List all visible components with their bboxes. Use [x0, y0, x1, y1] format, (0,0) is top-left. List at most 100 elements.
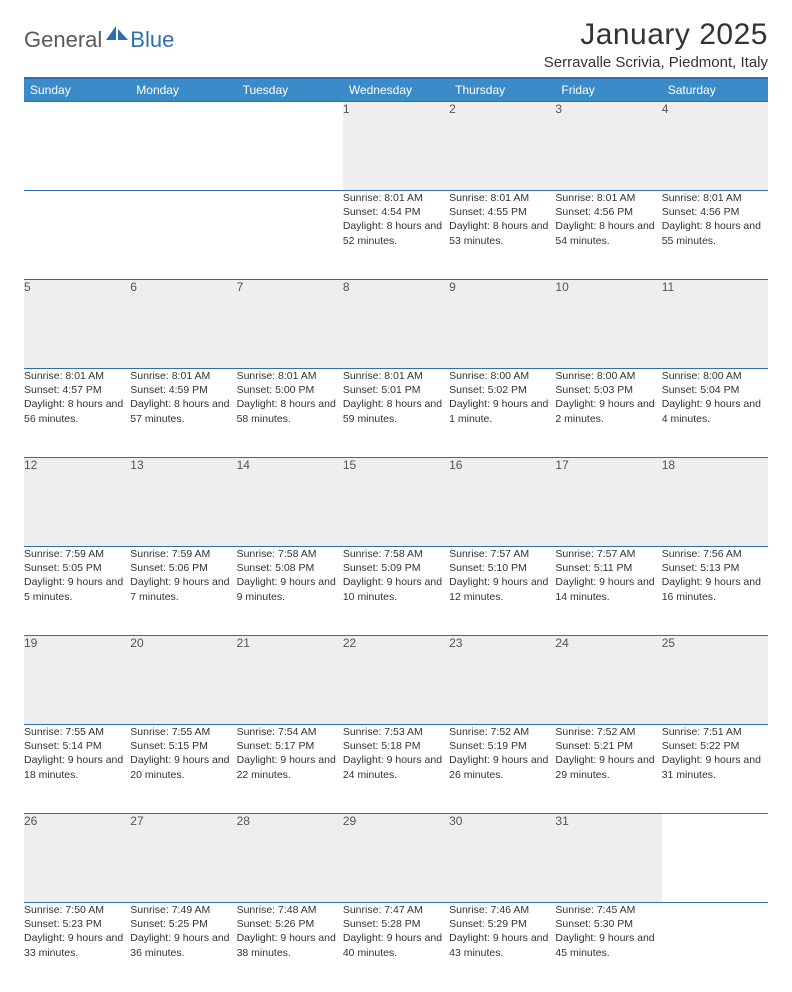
daylight-line: Daylight: 9 hours and 36 minutes. — [130, 931, 236, 959]
day-number: 27 — [130, 814, 236, 903]
day-details: Sunrise: 7:55 AMSunset: 5:15 PMDaylight:… — [130, 725, 236, 814]
day-number: 13 — [130, 458, 236, 547]
daylight-line: Daylight: 8 hours and 56 minutes. — [24, 397, 130, 425]
empty-cell — [130, 102, 236, 191]
day-number: 30 — [449, 814, 555, 903]
day-number: 21 — [237, 636, 343, 725]
day-details: Sunrise: 7:59 AMSunset: 5:05 PMDaylight:… — [24, 547, 130, 636]
daylight-line: Daylight: 8 hours and 59 minutes. — [343, 397, 449, 425]
day-details: Sunrise: 8:01 AMSunset: 5:00 PMDaylight:… — [237, 369, 343, 458]
sunset-line: Sunset: 5:05 PM — [24, 561, 130, 575]
sunrise-line: Sunrise: 7:59 AM — [24, 547, 130, 561]
day-number: 26 — [24, 814, 130, 903]
sunset-line: Sunset: 5:23 PM — [24, 917, 130, 931]
sunset-line: Sunset: 5:15 PM — [130, 739, 236, 753]
day-number: 8 — [343, 280, 449, 369]
day-number: 19 — [24, 636, 130, 725]
day-details: Sunrise: 7:58 AMSunset: 5:09 PMDaylight:… — [343, 547, 449, 636]
sunset-line: Sunset: 5:06 PM — [130, 561, 236, 575]
day-number: 25 — [662, 636, 768, 725]
weekday-header: Monday — [130, 78, 236, 102]
sunrise-line: Sunrise: 8:01 AM — [343, 369, 449, 383]
day-number: 1 — [343, 102, 449, 191]
sunrise-line: Sunrise: 7:46 AM — [449, 903, 555, 917]
sunrise-line: Sunrise: 8:01 AM — [555, 191, 661, 205]
day-number: 6 — [130, 280, 236, 369]
day-details: Sunrise: 8:00 AMSunset: 5:02 PMDaylight:… — [449, 369, 555, 458]
empty-cell — [130, 191, 236, 280]
day-number: 7 — [237, 280, 343, 369]
day-details: Sunrise: 8:01 AMSunset: 4:57 PMDaylight:… — [24, 369, 130, 458]
calendar-table: SundayMondayTuesdayWednesdayThursdayFrid… — [24, 77, 768, 992]
sunrise-line: Sunrise: 7:58 AM — [343, 547, 449, 561]
day-number: 24 — [555, 636, 661, 725]
day-details: Sunrise: 8:01 AMSunset: 4:59 PMDaylight:… — [130, 369, 236, 458]
sunset-line: Sunset: 5:11 PM — [555, 561, 661, 575]
logo-text-blue: Blue — [130, 27, 174, 53]
day-details: Sunrise: 7:56 AMSunset: 5:13 PMDaylight:… — [662, 547, 768, 636]
daylight-line: Daylight: 9 hours and 26 minutes. — [449, 753, 555, 781]
sunrise-line: Sunrise: 7:58 AM — [237, 547, 343, 561]
logo: General Blue — [24, 24, 174, 55]
day-details: Sunrise: 8:00 AMSunset: 5:04 PMDaylight:… — [662, 369, 768, 458]
logo-text-general: General — [24, 27, 102, 53]
day-number: 28 — [237, 814, 343, 903]
day-number-row: 262728293031 — [24, 814, 768, 903]
daylight-line: Daylight: 9 hours and 4 minutes. — [662, 397, 768, 425]
empty-cell — [662, 814, 768, 903]
sunset-line: Sunset: 5:04 PM — [662, 383, 768, 397]
empty-cell — [24, 191, 130, 280]
daylight-line: Daylight: 9 hours and 9 minutes. — [237, 575, 343, 603]
sunrise-line: Sunrise: 7:57 AM — [555, 547, 661, 561]
day-number-row: 1234 — [24, 102, 768, 191]
sunset-line: Sunset: 4:54 PM — [343, 205, 449, 219]
weekday-header: Tuesday — [237, 78, 343, 102]
sunrise-line: Sunrise: 7:49 AM — [130, 903, 236, 917]
day-number-row: 19202122232425 — [24, 636, 768, 725]
day-number: 10 — [555, 280, 661, 369]
daylight-line: Daylight: 8 hours and 52 minutes. — [343, 219, 449, 247]
day-number: 31 — [555, 814, 661, 903]
month-title: January 2025 — [544, 18, 768, 52]
sunset-line: Sunset: 5:30 PM — [555, 917, 661, 931]
weekday-header: Friday — [555, 78, 661, 102]
weekday-header: Saturday — [662, 78, 768, 102]
daylight-line: Daylight: 8 hours and 58 minutes. — [237, 397, 343, 425]
day-details: Sunrise: 8:01 AMSunset: 4:54 PMDaylight:… — [343, 191, 449, 280]
sunset-line: Sunset: 5:17 PM — [237, 739, 343, 753]
day-number: 4 — [662, 102, 768, 191]
sunset-line: Sunset: 5:21 PM — [555, 739, 661, 753]
sunrise-line: Sunrise: 7:59 AM — [130, 547, 236, 561]
sunset-line: Sunset: 5:09 PM — [343, 561, 449, 575]
daylight-line: Daylight: 9 hours and 29 minutes. — [555, 753, 661, 781]
day-details: Sunrise: 8:00 AMSunset: 5:03 PMDaylight:… — [555, 369, 661, 458]
sunrise-line: Sunrise: 7:54 AM — [237, 725, 343, 739]
day-number: 15 — [343, 458, 449, 547]
sunrise-line: Sunrise: 7:47 AM — [343, 903, 449, 917]
daylight-line: Daylight: 9 hours and 5 minutes. — [24, 575, 130, 603]
empty-cell — [662, 903, 768, 992]
sunset-line: Sunset: 5:00 PM — [237, 383, 343, 397]
day-number: 17 — [555, 458, 661, 547]
day-details: Sunrise: 8:01 AMSunset: 4:56 PMDaylight:… — [662, 191, 768, 280]
daylight-line: Daylight: 9 hours and 43 minutes. — [449, 931, 555, 959]
day-number-row: 567891011 — [24, 280, 768, 369]
sunset-line: Sunset: 4:57 PM — [24, 383, 130, 397]
sunset-line: Sunset: 4:55 PM — [449, 205, 555, 219]
day-number: 9 — [449, 280, 555, 369]
weekday-header: Wednesday — [343, 78, 449, 102]
day-number: 22 — [343, 636, 449, 725]
day-number: 18 — [662, 458, 768, 547]
daylight-line: Daylight: 9 hours and 33 minutes. — [24, 931, 130, 959]
day-number: 11 — [662, 280, 768, 369]
day-details: Sunrise: 8:01 AMSunset: 4:56 PMDaylight:… — [555, 191, 661, 280]
sunset-line: Sunset: 5:03 PM — [555, 383, 661, 397]
sunset-line: Sunset: 5:22 PM — [662, 739, 768, 753]
daylight-line: Daylight: 9 hours and 24 minutes. — [343, 753, 449, 781]
sunrise-line: Sunrise: 7:45 AM — [555, 903, 661, 917]
sunrise-line: Sunrise: 7:57 AM — [449, 547, 555, 561]
day-details: Sunrise: 8:01 AMSunset: 4:55 PMDaylight:… — [449, 191, 555, 280]
day-number: 16 — [449, 458, 555, 547]
sunrise-line: Sunrise: 7:53 AM — [343, 725, 449, 739]
sunrise-line: Sunrise: 8:00 AM — [555, 369, 661, 383]
